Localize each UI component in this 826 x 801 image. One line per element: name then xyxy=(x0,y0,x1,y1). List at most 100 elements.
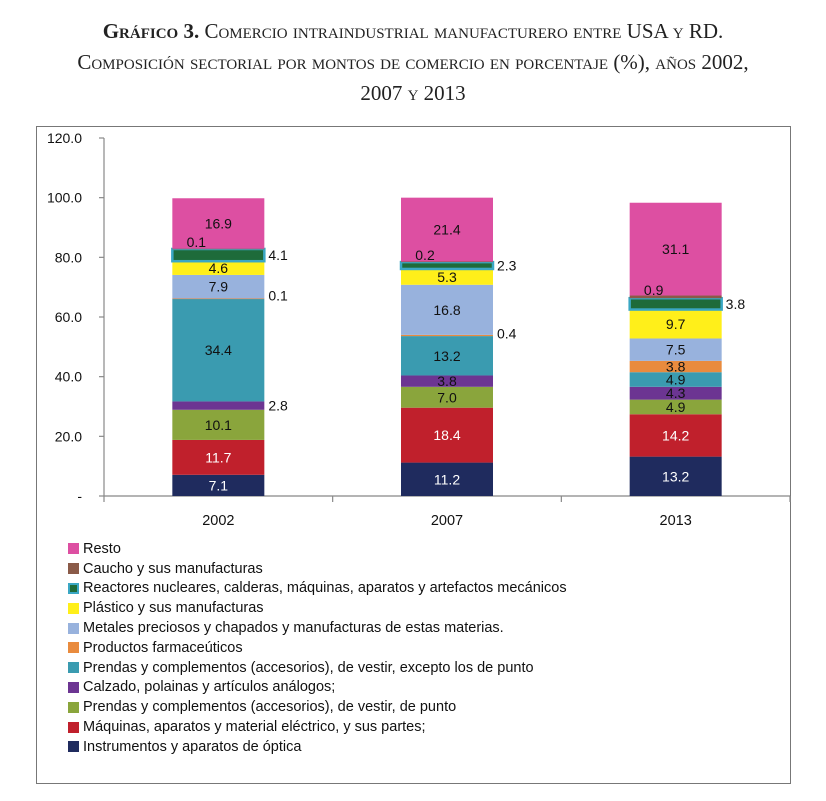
legend-item: Prendas y complementos (accesorios), de … xyxy=(68,697,567,717)
data-label: 3.8 xyxy=(437,373,457,389)
chart-legend: Resto Caucho y sus manufacturas Reactores … xyxy=(68,539,567,757)
y-tick-label: 120.0 xyxy=(47,130,82,146)
bar-segment xyxy=(172,198,265,249)
legend-label: Caucho y sus manufacturas xyxy=(83,560,263,577)
data-label: 7.0 xyxy=(437,389,457,405)
legend-swatch xyxy=(68,701,79,713)
x-tick-label: 2013 xyxy=(660,513,692,529)
bar-segment xyxy=(629,202,722,296)
bar-segment xyxy=(629,309,722,339)
title-line-1: Gráfico 3. Comercio intraindustrial manu… xyxy=(0,16,826,47)
bar-segment xyxy=(172,298,265,402)
bar-segment xyxy=(172,401,265,410)
legend-item: Metales preciosos y chapados y manufactu… xyxy=(68,618,567,638)
data-label: 10.1 xyxy=(205,417,232,433)
data-label: 4.9 xyxy=(666,372,686,388)
bar-segment xyxy=(401,268,493,285)
y-tick-label: 60.0 xyxy=(55,309,82,325)
title-line-3: 2007 y 2013 xyxy=(360,81,466,105)
y-tick-label: 20.0 xyxy=(55,428,82,444)
data-label: 13.2 xyxy=(433,348,460,364)
data-label: 16.9 xyxy=(205,215,232,231)
data-label: 5.3 xyxy=(437,269,457,285)
data-label: 3.8 xyxy=(666,359,686,375)
title-line-2: Composición sectorial por montos de come… xyxy=(77,50,749,74)
bar-segment xyxy=(401,375,493,387)
legend-swatch xyxy=(68,582,79,594)
legend-label: Productos farmaceúticos xyxy=(83,639,243,656)
data-label: 21.4 xyxy=(433,222,460,238)
data-label: 4.3 xyxy=(666,385,686,401)
data-label: 11.2 xyxy=(434,471,460,487)
legend-label: Prendas y complementos (accesorios), de … xyxy=(83,659,534,676)
data-label: 2.8 xyxy=(268,398,288,414)
legend-swatch xyxy=(68,721,79,733)
bar-segment xyxy=(401,284,493,335)
y-tick-label: 80.0 xyxy=(55,249,82,265)
y-tick-label: 100.0 xyxy=(47,190,82,206)
bar-segment xyxy=(401,334,493,337)
bar-segment xyxy=(401,386,493,408)
bar-segment xyxy=(629,386,722,400)
legend-swatch xyxy=(68,543,79,555)
legend-label: Plástico y sus manufacturas xyxy=(83,600,264,617)
data-label: 0.1 xyxy=(187,234,207,250)
data-label: 13.2 xyxy=(662,468,689,484)
bar-segment xyxy=(629,399,722,415)
legend-swatch xyxy=(68,662,79,674)
data-label: 0.1 xyxy=(268,288,288,304)
data-label: 14.2 xyxy=(662,427,689,443)
bar-segment xyxy=(629,360,722,373)
legend-item: Caucho y sus manufacturas xyxy=(68,559,567,579)
legend-item: Instrumentos y aparatos de óptica xyxy=(68,737,567,757)
bar-segment xyxy=(172,298,265,300)
data-label: 2.3 xyxy=(497,258,517,274)
legend-label: Reactores nucleares, calderas, máquinas,… xyxy=(83,580,567,597)
bar-segment xyxy=(172,474,265,496)
data-label: 0.2 xyxy=(415,247,435,263)
bar-segment xyxy=(401,197,493,262)
bar-segment xyxy=(401,462,493,496)
legend-label: Prendas y complementos (accesorios), de … xyxy=(83,699,457,716)
data-label: 3.8 xyxy=(726,296,746,312)
legend-label: Metales preciosos y chapados y manufactu… xyxy=(83,620,504,637)
data-label: 7.9 xyxy=(209,279,229,295)
x-tick-label: 2007 xyxy=(431,513,463,529)
bar-segment xyxy=(629,414,722,457)
legend-item: Plástico y sus manufacturas xyxy=(68,598,567,618)
data-label: 11.7 xyxy=(205,449,231,465)
legend-swatch xyxy=(68,741,79,753)
bar-segment xyxy=(401,407,493,463)
bar-segment xyxy=(401,336,493,376)
data-label: 16.8 xyxy=(433,302,460,318)
y-tick-label: - xyxy=(77,488,82,504)
bar-segment xyxy=(401,261,493,263)
data-label: 31.1 xyxy=(662,241,689,257)
chart-frame xyxy=(36,126,791,784)
bar-segment xyxy=(629,456,722,496)
legend-item: Resto xyxy=(68,539,567,559)
legend-item: Prendas y complementos (accesorios), de … xyxy=(68,658,567,678)
legend-item: Calzado, polainas y artículos análogos; xyxy=(68,678,567,698)
bar-segment xyxy=(629,372,722,387)
x-tick-label: 2002 xyxy=(202,513,234,529)
legend-item: Productos farmaceúticos xyxy=(68,638,567,658)
data-label: 34.4 xyxy=(205,342,232,358)
legend-item: Máquinas, aparatos y material eléctrico,… xyxy=(68,717,567,737)
data-label: 18.4 xyxy=(433,427,460,443)
data-label: 0.4 xyxy=(497,325,517,341)
data-label: 7.5 xyxy=(666,342,686,358)
legend-item: Reactores nucleares, calderas, máquinas,… xyxy=(68,579,567,599)
data-label: 0.9 xyxy=(644,282,664,298)
legend-swatch xyxy=(68,642,79,654)
bar-segment xyxy=(172,248,265,250)
legend-label: Máquinas, aparatos y material eléctrico,… xyxy=(83,719,426,736)
data-label: 4.6 xyxy=(209,260,229,276)
bar-segment xyxy=(172,261,265,275)
title-text: Comercio intraindustrial manufacturero e… xyxy=(204,19,724,43)
legend-label: Resto xyxy=(83,540,121,557)
bar-segment xyxy=(172,439,265,475)
title-figure-label: Gráfico 3. xyxy=(102,19,200,43)
data-label: 4.9 xyxy=(666,399,686,415)
